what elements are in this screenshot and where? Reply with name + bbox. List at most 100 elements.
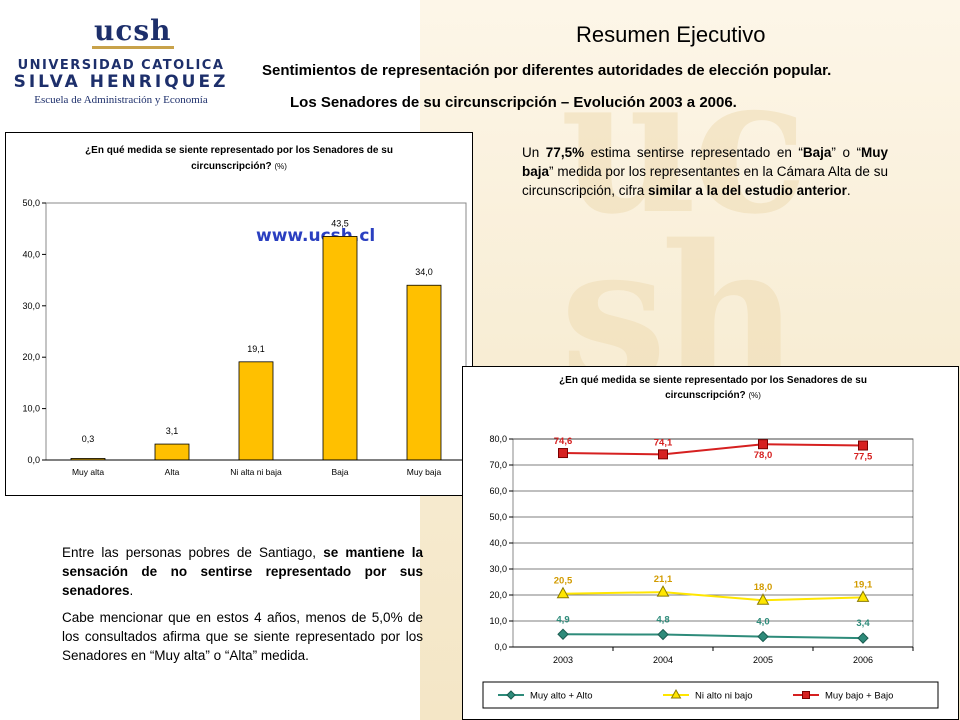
series-marker-muy-bajo [858,440,868,451]
series-marker-ni-alto [556,586,570,599]
analysis-p1-b: se mantiene la sensación de no sentirse … [62,545,424,598]
analysis-p1-a: Entre las personas pobres de Santiago, [62,545,324,560]
line-chart: ¿En qué medida se siente representado po… [462,366,959,720]
line-x-tick-label: 2003 [553,655,573,665]
bar-x-tick-label: Muy alta [72,467,104,477]
series-value-label: 4,0 [756,617,769,628]
bar-value-label: 19,1 [247,344,265,354]
line-y-tick-label: 30,0 [489,564,507,574]
bar-y-tick-label: 20,0 [22,352,40,362]
bar-chart: ¿En qué medida se siente representado po… [5,132,473,496]
bar-y-tick-label: 30,0 [22,301,40,311]
line-chart-title-2: circunscripción? (%) [665,390,761,401]
series-marker-muy-alto [857,632,869,644]
bar-y-tick-label: 0,0 [27,455,40,465]
line-chart-title: ¿En qué medida se siente representado po… [559,375,867,386]
series-marker-muy-bajo [658,449,668,460]
logo-name: SILVA HENRIQUEZ [13,72,229,92]
bar [322,236,358,461]
page-subtitle-2: Los Senadores de su circunscripción – Ev… [290,94,737,111]
line-y-tick-label: 60,0 [489,486,507,496]
line-y-tick-label: 80,0 [489,434,507,444]
line-x-tick-label: 2004 [653,655,673,665]
summary-baja: Baja [802,145,832,160]
bar-value-label: 0,3 [82,434,95,444]
logo-underline [92,46,174,49]
series-value-label: 4,9 [556,614,569,625]
bar-value-label: 34,0 [415,267,433,277]
university-logo: ucsh UNIVERSIDAD CATOLICA SILVA HENRIQUE… [8,6,238,106]
series-marker-muy-bajo [758,439,768,450]
analysis-p1-c: . [129,583,134,598]
series-value-label: 19,1 [854,579,873,590]
series-value-label: 74,6 [554,436,573,447]
summary-text-1: Un [522,145,546,160]
bar-chart-svg: ¿En qué medida se siente representado po… [22,145,467,477]
series-value-label: 21,1 [654,574,673,585]
analysis-paragraph-2: Cabe mencionar que en estos 4 años, meno… [62,610,423,663]
line-x-tick-label: 2006 [853,655,873,665]
series-marker-muy-alto [757,630,769,643]
analysis-text: Entre las personas pobres de Santiago, s… [62,543,423,673]
bar [154,443,190,461]
summary-text-5: ” o “ [831,145,861,160]
summary-muy-baja: Muy baja [522,145,888,179]
line-chart-svg: ¿En qué medida se siente representado po… [482,375,939,709]
series-marker-muy-alto [657,628,669,641]
line-y-tick-label: 70,0 [489,460,507,470]
series-line-1 [562,591,864,602]
series-value-label: 20,5 [554,576,573,587]
line-y-tick-label: 0,0 [494,642,507,652]
series-value-label: 74,1 [654,437,673,448]
line-y-tick-label: 10,0 [489,616,507,626]
summary-text-7: ” medida por los representantes en la Cá… [522,164,888,198]
bar-y-tick-label: 40,0 [22,249,40,259]
series-marker-ni-alto [656,585,670,597]
logo-university: UNIVERSIDAD CATOLICA [17,58,225,73]
bar-value-label: 3,1 [166,426,179,436]
legend-swatch-marker [506,690,516,700]
series-value-label: 78,0 [754,450,773,461]
bar [406,284,442,461]
bar-y-tick-label: 10,0 [22,404,40,414]
line-chart-title-unit: (%) [748,391,761,400]
summary-text-3: estima sentirse representado en “ [584,145,803,160]
legend-swatch-marker [802,691,810,699]
series-marker-muy-alto [557,628,569,640]
bar-chart-title-2: circunscripción? (%) [191,161,287,172]
series-marker-muy-bajo [558,448,568,459]
legend-swatch-marker [670,688,682,699]
line-x-tick-label: 2005 [753,655,773,665]
series-marker-ni-alto [856,590,870,602]
bar-chart-title-unit: (%) [274,162,287,171]
bar [238,361,274,461]
legend-label: Ni alto ni bajo [695,691,753,702]
logo-ucsh: ucsh [94,14,172,47]
summary-similar: similar a la del estudio anterior [648,183,847,198]
bar-x-tick-label: Baja [331,467,348,477]
series-value-label: 3,4 [856,618,870,629]
legend [482,681,939,709]
legend-label: Muy alto + Alto [530,691,593,702]
bar-x-tick-label: Ni alta ni baja [230,467,282,477]
summary-paragraph: Un 77,5% estima sentirse representado en… [522,143,888,200]
bar-x-tick-label: Alta [165,467,180,477]
series-value-label: 4,8 [656,615,669,626]
page-subtitle: Sentimientos de representación por difer… [262,62,832,79]
bar-chart-title: ¿En qué medida se siente representado po… [85,145,393,156]
series-marker-ni-alto [756,593,770,605]
logo-school: Escuela de Administración y Economía [34,94,208,106]
summary-pct: 77,5% [545,145,585,160]
summary-text-9: . [846,183,851,198]
line-y-tick-label: 40,0 [489,538,507,548]
page-title: Resumen Ejecutivo [576,22,766,47]
series-value-label: 18,0 [754,582,773,593]
series-value-label: 77,5 [854,452,873,463]
bar-value-label: 43,5 [331,218,349,228]
line-y-tick-label: 50,0 [489,512,507,522]
analysis-paragraph-1: Entre las personas pobres de Santiago, s… [62,543,423,600]
line-y-tick-label: 20,0 [489,590,507,600]
series-line-0 [562,633,864,640]
series-line-2 [562,443,864,456]
legend-label: Muy bajo + Bajo [825,691,893,702]
